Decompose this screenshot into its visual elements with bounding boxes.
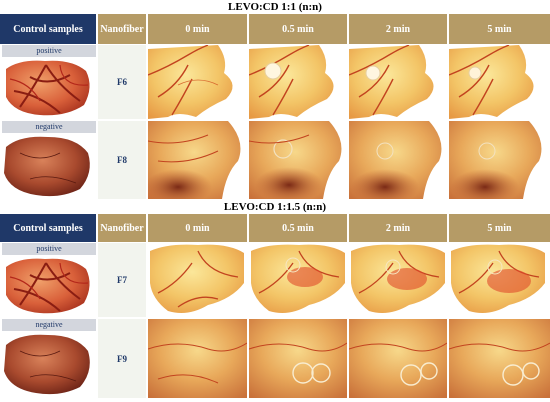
f6-0min-photo (148, 45, 247, 119)
f6-2min-photo (349, 45, 447, 119)
nanofiber-f8: F8 (98, 121, 146, 199)
f7-0-5min-photo (249, 243, 347, 317)
section-title: LEVO:CD 1:1 (n:n) (228, 1, 322, 13)
time-header-0min: 0 min (148, 214, 247, 242)
f8-2min-photo (349, 121, 447, 199)
f9-5min-photo (449, 319, 550, 398)
f7-2min-photo (349, 243, 447, 317)
section-title: LEVO:CD 1:1.5 (n:n) (223, 201, 327, 213)
time-header-2min: 2 min (349, 14, 447, 44)
time-header-0-5min: 0.5 min (249, 214, 347, 242)
nanofiber-f9: F9 (98, 319, 146, 398)
negative-control-photo (0, 331, 96, 397)
nanofiber-f7: F7 (98, 243, 146, 317)
positive-control-photo (0, 255, 96, 317)
time-header-0min: 0 min (148, 14, 247, 44)
time-header-0-5min: 0.5 min (249, 14, 347, 44)
f9-0min-photo (148, 319, 247, 398)
time-header-5min: 5 min (449, 14, 550, 44)
f6-0-5min-photo (249, 45, 347, 119)
time-header-2min: 2 min (349, 214, 447, 242)
f7-5min-photo (449, 243, 550, 317)
negative-control-photo (0, 133, 96, 199)
nanofiber-f6: F6 (98, 45, 146, 119)
f9-0-5min-photo (249, 319, 347, 398)
control-label-negative: negative (2, 319, 96, 331)
f8-0min-photo (148, 121, 247, 199)
control-label-positive: positive (2, 243, 96, 255)
positive-control-photo (0, 57, 96, 119)
nanofiber-header: Nanofiber (98, 14, 146, 44)
nanofiber-header: Nanofiber (98, 214, 146, 242)
f6-5min-photo (449, 45, 550, 119)
f8-0-5min-photo (249, 121, 347, 199)
control-samples-header: Control samples (0, 214, 96, 242)
control-samples-header: Control samples (0, 14, 96, 44)
time-header-5min: 5 min (449, 214, 550, 242)
control-label-negative: negative (2, 121, 96, 133)
control-label-positive: positive (2, 45, 96, 57)
f9-2min-photo (349, 319, 447, 398)
f8-5min-photo (449, 121, 550, 199)
f7-0min-photo (148, 243, 247, 317)
